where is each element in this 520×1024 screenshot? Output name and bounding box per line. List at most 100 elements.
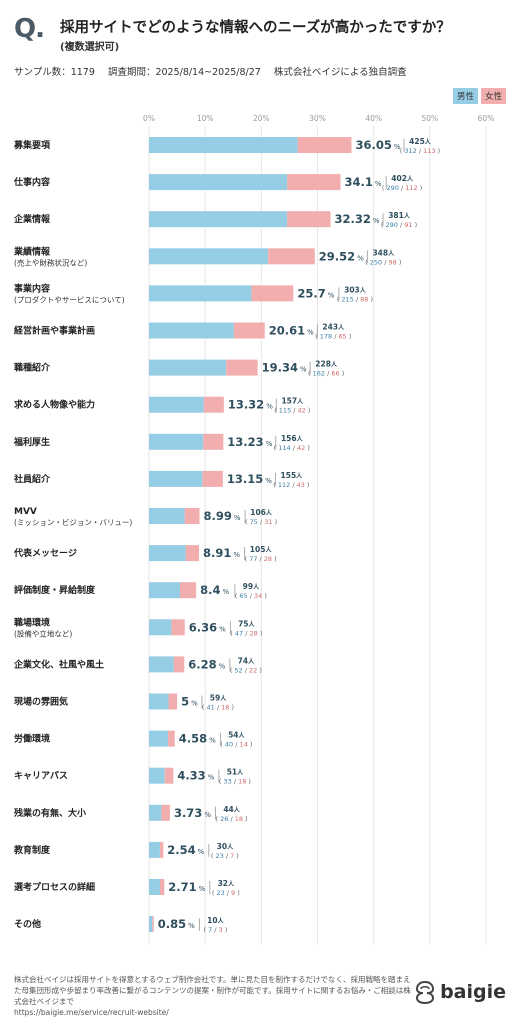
bar-male [149,248,269,265]
survey-meta: サンプル数：1179 調査期間：2025/8/14~2025/8/27 株式会社… [14,64,417,78]
bar-female [251,285,294,302]
category-label: 求める人物像や能力 [14,399,95,411]
survey-period: 調査期間：2025/8/14~2025/8/27 [107,67,261,78]
bar-male [149,433,204,450]
bar-female [168,693,178,710]
bar-female [287,174,341,191]
bar-male [149,582,180,599]
x-tick-label: 20% [253,114,270,123]
category-label: MVV [14,507,37,517]
category-label: 経営計画や事業計画 [14,325,95,337]
bar-female [168,730,175,747]
bar-male [149,396,204,413]
bar-female [287,211,331,228]
value-label: 8.4% [200,583,229,597]
value-label: 0.85% [158,917,195,931]
bar-male [149,619,172,636]
total-count: 155人 [281,471,304,480]
gender-breakdown: ( 23 / 9 ) [212,889,240,897]
gender-breakdown: ( 112 / 43 ) [273,481,309,489]
category-label: 選考プロセスの詳細 [14,881,95,893]
bar-male [149,174,288,191]
bar-female [203,433,224,450]
survey-source: 株式会社ベイジによる独自調査 [273,67,407,78]
category-label: キャリアパス [14,770,68,782]
bar-female [203,396,224,413]
category-label: 代表メッセージ [13,547,77,559]
category-label: 評価制度・昇給制度 [14,584,96,596]
bar-female [184,508,200,524]
legend-female: 女性 [480,88,506,104]
bar-male [149,359,227,376]
x-tick-label: 0% [143,114,155,123]
x-tick-label: 40% [365,114,382,123]
value-label: 6.28% [188,657,225,671]
gender-breakdown: ( 178 / 65 ) [315,333,351,341]
value-label: 29.52% [319,249,364,263]
value-label: 34.1% [345,175,382,189]
category-label: 労働環境 [14,733,50,745]
value-label: 25.7% [297,286,334,300]
bar-male [149,879,160,895]
footer-url[interactable]: https://baigie.me/service/recruit-websit… [14,1008,169,1017]
value-label: 3.73% [174,806,211,820]
chart-title: 採用サイトでどのような情報へのニーズが高かったですか？ [60,20,451,36]
x-tick-label: 60% [478,114,495,123]
total-count: 74人 [238,656,255,665]
category-label: 福利厚生 [13,436,50,448]
bar-female [297,137,352,153]
legend-male: 男性 [452,88,478,104]
category-label: 仕事内容 [13,176,50,188]
category-label: 職場環境 [14,616,50,628]
total-count: 32人 [218,879,235,888]
category-label: 企業文化、社風や風土 [13,658,104,670]
total-count: 10人 [207,916,224,925]
gender-breakdown: ( 114 / 42 ) [274,444,310,452]
gender-breakdown: ( 115 / 42 ) [274,407,310,415]
category-label: 事業内容 [14,282,50,294]
gender-breakdown: ( 7 / 3 ) [203,926,227,934]
bar-female [171,619,185,636]
bar-female [164,767,174,784]
category-label: 職種紹介 [14,362,51,374]
gender-breakdown: ( 40 / 14 ) [220,741,252,749]
footer-text: 株式会社ベイジは採用サイトを得意とするウェブ制作会社です。単に見た目を制作するだ… [14,975,411,1006]
total-count: 59人 [210,694,227,703]
bar-male [149,211,288,228]
bar-male [149,470,203,487]
bar-male [149,730,169,747]
gender-breakdown: ( 290 / 91 ) [381,221,417,229]
category-label: その他 [14,918,41,930]
x-tick-label: 10% [197,114,214,123]
bar-male [149,508,185,524]
bar-female [159,841,164,858]
x-tick-label: 50% [421,114,438,123]
bar-female [226,359,258,376]
logo-text: baigie [440,981,506,1003]
gender-breakdown: ( 26 / 18 ) [215,815,247,823]
total-count: 228人 [315,360,338,369]
value-label: 2.54% [167,843,204,857]
value-label: 8.91% [203,546,240,560]
bar-female [202,470,223,487]
gender-breakdown: ( 162 / 66 ) [308,370,344,378]
bar-male [149,545,186,562]
bar-male [149,916,153,933]
bar-female [152,916,154,933]
value-label: 19.34% [262,361,307,375]
chart-legend: 男性 女性 [452,88,506,104]
baigie-logo-icon [416,980,435,1004]
value-label: 32.32% [335,212,380,226]
bar-male [149,767,165,784]
total-count: 425人 [409,137,432,146]
category-label: 企業情報 [13,213,51,225]
category-sublabel: (プロダクトやサービスについて) [14,294,125,304]
total-count: 54人 [228,731,245,740]
bar-male [149,693,169,710]
gender-breakdown: ( 215 / 88 ) [337,295,373,303]
value-label: 36.05% [355,138,400,152]
category-label: 業績情報 [13,245,51,257]
gender-breakdown: ( 77 / 28 ) [245,555,277,563]
total-count: 157人 [281,397,304,406]
